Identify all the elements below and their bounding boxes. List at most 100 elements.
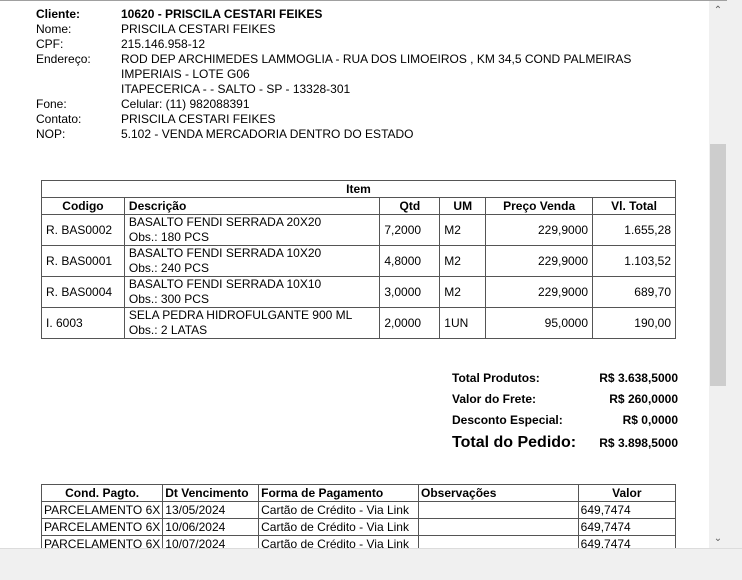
nop-value: 5.102 - VENDA MERCADORIA DENTRO DO ESTAD… [121, 127, 414, 141]
item-total: 1.655,28 [592, 214, 676, 246]
nome-value: PRISCILA CESTARI FEIKES [121, 22, 276, 36]
chevron-up-icon[interactable]: ⌃ [713, 5, 723, 16]
table-row: PARCELAMENTO 6X 10/07/2024 Cartão de Cré… [40, 535, 677, 549]
pay-venc: 10/07/2024 [162, 535, 260, 549]
item-desc-text: BASALTO FENDI SERRADA 10X20 [128, 246, 322, 260]
pay-forma: Cartão de Crédito - Via Link [258, 535, 419, 549]
endereco-label: Endereço: [36, 52, 91, 66]
col-header-observacoes: Observações [418, 484, 579, 502]
item-codigo: I. 6003 [41, 307, 125, 339]
item-total: 190,00 [592, 307, 676, 339]
nop-label: NOP: [36, 127, 66, 141]
payments-table: Cond. Pagto. Dt Vencimento Forma de Paga… [40, 484, 677, 549]
total-produtos-label: Total Produtos: [452, 371, 540, 385]
pay-obs [418, 501, 579, 519]
total-produtos-value: R$ 3.638,5000 [599, 371, 678, 385]
item-preco: 229,9000 [485, 245, 594, 277]
item-descricao: SELA PEDRA HIDROFULGANTE 900 ML Obs.: 2 L… [123, 307, 381, 339]
pay-forma: Cartão de Crédito - Via Link [258, 518, 419, 536]
item-um: M2 [439, 245, 487, 277]
endereco-line-1: ROD DEP ARCHIMEDES LAMMOGLIA - RUA DOS L… [121, 52, 632, 66]
table-row: R. BAS0002 BASALTO FENDI SERRADA 20X20 Ob… [41, 214, 676, 246]
item-obs-text: Obs.: 300 PCS [128, 292, 209, 306]
pay-obs [418, 535, 579, 549]
document-view: Cliente: 10620 - PRISCILA CESTARI FEIKES… [0, 0, 727, 549]
col-header-valor: Valor [577, 484, 677, 502]
table-row: I. 6003 SELA PEDRA HIDROFULGANTE 900 ML O… [41, 307, 676, 339]
col-header-vencimento: Dt Vencimento [162, 484, 260, 502]
item-desc-text: BASALTO FENDI SERRADA 20X20 [128, 215, 322, 229]
item-codigo: R. BAS0002 [41, 214, 125, 246]
bottom-bar [0, 548, 742, 580]
col-header-codigo: Codigo [41, 197, 125, 215]
pay-valor: 649,7474 [577, 501, 677, 519]
table-row: PARCELAMENTO 6X 10/06/2024 Cartão de Cré… [40, 518, 677, 536]
col-header-total: Vl. Total [592, 197, 676, 215]
pay-cond: PARCELAMENTO 6X [40, 501, 164, 519]
item-codigo: R. BAS0004 [41, 276, 125, 308]
item-um: 1UN [439, 307, 487, 339]
item-qtd: 3,0000 [379, 276, 441, 308]
item-desc-text: SELA PEDRA HIDROFULGANTE 900 ML [128, 308, 353, 322]
item-um: M2 [439, 214, 487, 246]
order-totals: Total Produtos: R$ 3.638,5000 Valor do F… [452, 371, 678, 455]
item-preco: 229,9000 [485, 214, 594, 246]
item-total: 1.103,52 [592, 245, 676, 277]
col-header-qtd: Qtd [379, 197, 441, 215]
pay-forma: Cartão de Crédito - Via Link [258, 501, 419, 519]
col-header-forma: Forma de Pagamento [258, 484, 419, 502]
pay-cond: PARCELAMENTO 6X [40, 518, 164, 536]
total-pedido-label: Total do Pedido: [452, 434, 577, 451]
valor-frete-value: R$ 260,0000 [609, 392, 678, 406]
col-header-descricao: Descrição [123, 197, 381, 215]
contato-label: Contato: [36, 112, 82, 126]
pay-venc: 10/06/2024 [162, 518, 260, 536]
items-caption: Item [41, 180, 676, 198]
col-header-preco: Preço Venda [485, 197, 594, 215]
col-header-um: UM [439, 197, 487, 215]
pay-venc: 13/05/2024 [162, 501, 260, 519]
item-obs-text: Obs.: 180 PCS [128, 230, 209, 244]
total-pedido-value: R$ 3.898,5000 [599, 436, 678, 450]
item-obs-text: Obs.: 2 LATAS [128, 323, 208, 337]
endereco-line-2: IMPERIAIS - LOTE G06 [121, 67, 250, 81]
desconto-label: Desconto Especial: [452, 413, 563, 427]
nome-label: Nome: [36, 22, 72, 36]
valor-frete-label: Valor do Frete: [452, 392, 537, 406]
chevron-down-icon[interactable]: ⌄ [713, 533, 723, 544]
pay-obs [418, 518, 579, 536]
pay-valor: 649,7474 [577, 535, 677, 549]
total-pedido-row: Total do Pedido: R$ 3.898,5000 [452, 434, 678, 455]
cliente-value: 10620 - PRISCILA CESTARI FEIKES [121, 7, 323, 21]
total-produtos-row: Total Produtos: R$ 3.638,5000 [452, 371, 678, 392]
cpf-label: CPF: [36, 37, 64, 51]
table-row: PARCELAMENTO 6X 13/05/2024 Cartão de Cré… [40, 501, 677, 519]
item-preco: 95,0000 [485, 307, 594, 339]
col-header-cond: Cond. Pagto. [40, 484, 164, 502]
item-qtd: 4,8000 [379, 245, 441, 277]
item-um: M2 [439, 276, 487, 308]
items-table: Item Codigo Descrição Qtd UM Preço Venda… [41, 180, 676, 339]
item-descricao: BASALTO FENDI SERRADA 10X10 Obs.: 300 PCS [123, 276, 381, 308]
item-obs-text: Obs.: 240 PCS [128, 261, 209, 275]
fone-value: Celular: (11) 982088391 [121, 97, 250, 111]
pay-valor: 649,7474 [577, 518, 677, 536]
endereco-line-3: ITAPECERICA - - SALTO - SP - 13328-301 [121, 82, 351, 96]
scrollbar-thumb[interactable] [710, 144, 726, 386]
item-total: 689,70 [592, 276, 676, 308]
contato-value: PRISCILA CESTARI FEIKES [121, 112, 276, 126]
desconto-value: R$ 0,0000 [622, 413, 678, 427]
pay-cond: PARCELAMENTO 6X [40, 535, 164, 549]
table-row: R. BAS0004 BASALTO FENDI SERRADA 10X10 Ob… [41, 276, 676, 308]
item-codigo: R. BAS0001 [41, 245, 125, 277]
cliente-label: Cliente: [36, 7, 81, 21]
vertical-scrollbar[interactable]: ⌃ ⌄ [709, 1, 727, 549]
item-descricao: BASALTO FENDI SERRADA 10X20 Obs.: 240 PCS [123, 245, 381, 277]
item-preco: 229,9000 [485, 276, 594, 308]
cpf-value: 215.146.958-12 [121, 37, 206, 51]
desconto-row: Desconto Especial: R$ 0,0000 [452, 413, 678, 434]
item-desc-text: BASALTO FENDI SERRADA 10X10 [128, 277, 322, 291]
valor-frete-row: Valor do Frete: R$ 260,0000 [452, 392, 678, 413]
item-qtd: 2,0000 [379, 307, 441, 339]
fone-label: Fone: [36, 97, 67, 111]
